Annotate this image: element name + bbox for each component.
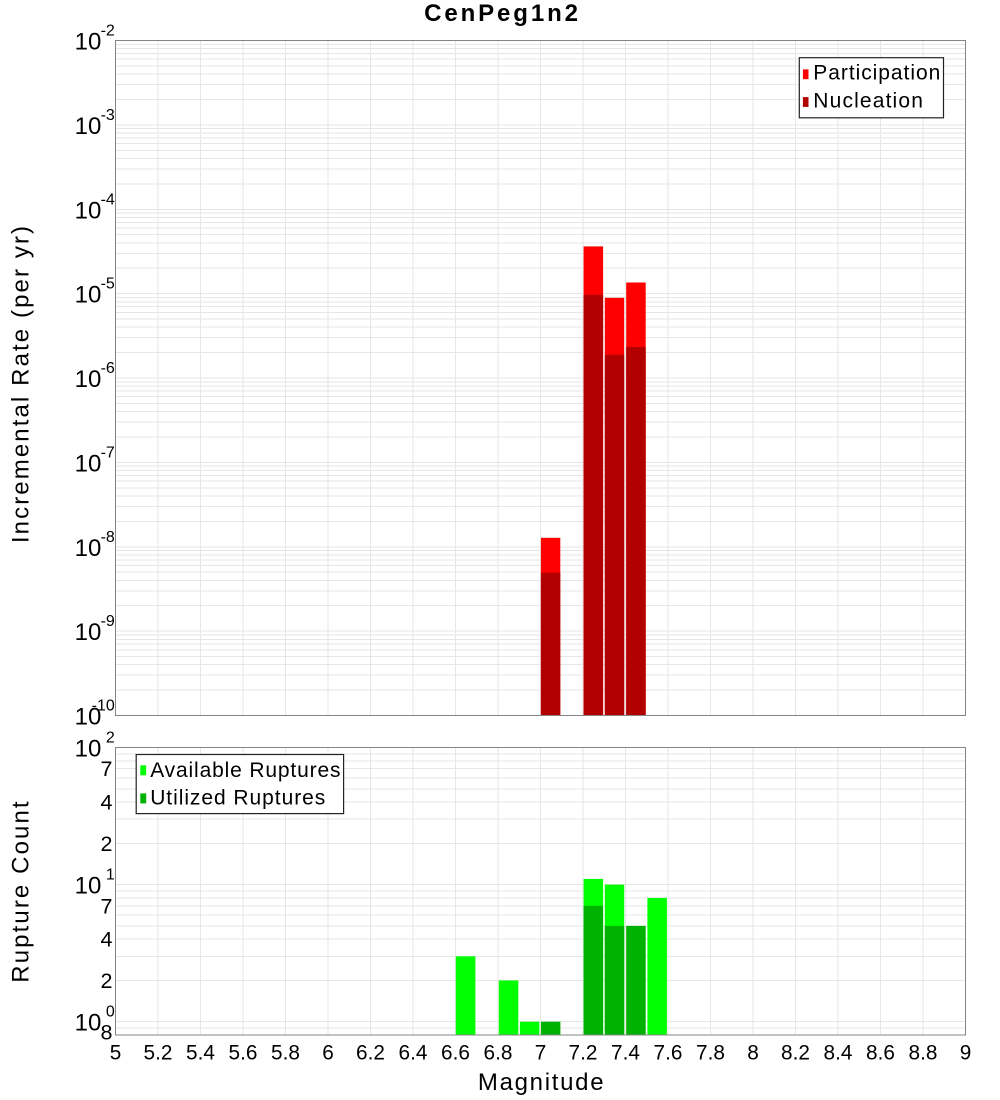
svg-text:8.8: 8.8 xyxy=(909,1042,938,1065)
svg-text:6.2: 6.2 xyxy=(356,1042,385,1065)
svg-text:1: 1 xyxy=(106,867,115,884)
svg-text:8.4: 8.4 xyxy=(824,1042,853,1065)
svg-text:7: 7 xyxy=(535,1042,547,1065)
svg-text:2: 2 xyxy=(101,832,113,856)
svg-text:Rupture Count: Rupture Count xyxy=(8,799,35,982)
svg-text:10: 10 xyxy=(75,282,102,309)
svg-text:Incremental Rate (per yr): Incremental Rate (per yr) xyxy=(8,224,35,543)
svg-text:-7: -7 xyxy=(101,444,115,461)
svg-text:7.2: 7.2 xyxy=(569,1042,598,1065)
svg-text:10: 10 xyxy=(75,113,102,140)
svg-text:10: 10 xyxy=(75,450,102,477)
svg-text:5.8: 5.8 xyxy=(271,1042,300,1065)
svg-text:-5: -5 xyxy=(101,276,115,293)
svg-text:CenPeg1n2: CenPeg1n2 xyxy=(424,0,581,27)
svg-text:Nucleation: Nucleation xyxy=(813,90,924,113)
svg-text:Available Ruptures: Available Ruptures xyxy=(150,759,341,782)
svg-text:-8: -8 xyxy=(101,529,115,546)
svg-text:0: 0 xyxy=(106,1004,115,1021)
svg-text:-6: -6 xyxy=(101,360,115,377)
svg-text:10: 10 xyxy=(75,29,102,56)
svg-text:7: 7 xyxy=(101,894,113,918)
svg-text:8.6: 8.6 xyxy=(866,1042,895,1065)
svg-text:5.6: 5.6 xyxy=(229,1042,258,1065)
svg-text:-10: -10 xyxy=(92,698,115,715)
svg-text:7.6: 7.6 xyxy=(654,1042,683,1065)
svg-text:8: 8 xyxy=(747,1042,759,1065)
svg-text:5: 5 xyxy=(110,1042,122,1065)
svg-text:8: 8 xyxy=(101,1020,113,1044)
svg-text:Magnitude: Magnitude xyxy=(478,1069,605,1096)
svg-text:7.8: 7.8 xyxy=(696,1042,725,1065)
svg-text:5.4: 5.4 xyxy=(186,1042,215,1065)
svg-text:6.6: 6.6 xyxy=(441,1042,470,1065)
svg-text:6.4: 6.4 xyxy=(399,1042,428,1065)
svg-text:-4: -4 xyxy=(101,191,115,208)
svg-text:10: 10 xyxy=(75,619,102,646)
svg-text:4: 4 xyxy=(101,928,113,952)
svg-text:6: 6 xyxy=(322,1042,334,1065)
svg-text:-2: -2 xyxy=(101,23,115,40)
svg-text:-3: -3 xyxy=(101,107,115,124)
svg-text:9: 9 xyxy=(960,1042,972,1065)
svg-text:5.2: 5.2 xyxy=(144,1042,173,1065)
svg-text:10: 10 xyxy=(75,873,102,900)
svg-text:10: 10 xyxy=(75,704,102,731)
svg-text:4: 4 xyxy=(101,791,113,815)
svg-text:6.8: 6.8 xyxy=(484,1042,513,1065)
svg-text:7.4: 7.4 xyxy=(611,1042,640,1065)
svg-text:10: 10 xyxy=(75,1010,102,1037)
svg-text:10: 10 xyxy=(75,736,102,763)
svg-text:8.2: 8.2 xyxy=(781,1042,810,1065)
svg-text:7: 7 xyxy=(101,757,113,781)
svg-text:10: 10 xyxy=(75,366,102,393)
svg-text:2: 2 xyxy=(101,969,113,993)
svg-text:Participation: Participation xyxy=(813,62,941,85)
svg-text:-9: -9 xyxy=(101,613,115,630)
svg-text:Utilized Ruptures: Utilized Ruptures xyxy=(150,787,326,810)
svg-text:10: 10 xyxy=(75,197,102,224)
svg-text:2: 2 xyxy=(106,730,115,747)
svg-text:10: 10 xyxy=(75,535,102,562)
